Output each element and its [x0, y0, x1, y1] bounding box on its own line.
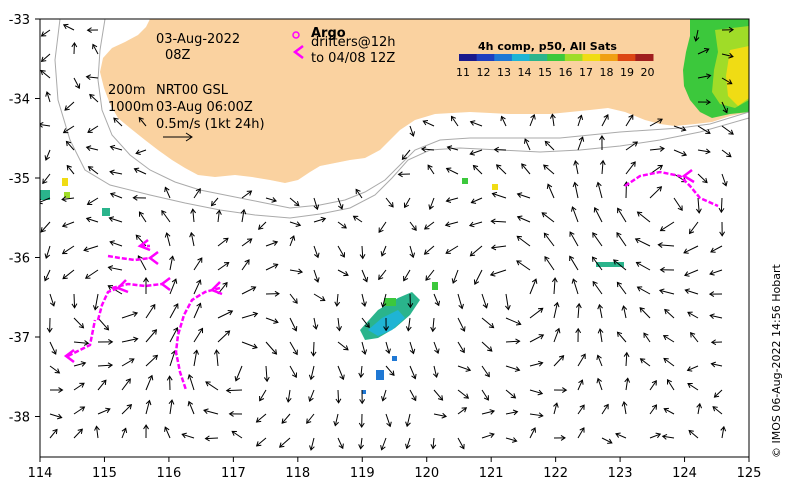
colorbar-title: 4h comp, p50, All Sats	[478, 40, 617, 53]
colorbar-swatch	[494, 54, 512, 61]
y-tick-label: -38	[9, 411, 30, 426]
colorbar-tick-label: 20	[641, 66, 655, 79]
colorbar-tick-label: 18	[600, 66, 614, 79]
colorbar-swatch	[618, 54, 636, 61]
colorbar-swatch	[530, 54, 548, 61]
nrt-time: 03-Aug 06:00Z	[156, 100, 253, 115]
x-tick-label: 120	[414, 466, 439, 481]
drifters-line1: drifters@12h	[311, 35, 396, 50]
x-tick-label: 119	[350, 466, 375, 481]
scale-label: 0.5m/s (1kt 24h)	[156, 117, 265, 132]
x-tick-label: 121	[479, 466, 504, 481]
x-tick-label: 114	[28, 466, 53, 481]
nrt-label: NRT00 GSL	[156, 83, 229, 98]
x-tick-label: 116	[156, 466, 181, 481]
x-tick-label: 118	[285, 466, 310, 481]
colorbar-swatch	[582, 54, 600, 61]
colorbar-tick-label: 16	[559, 66, 573, 79]
y-tick-label: -37	[9, 331, 30, 346]
x-tick-label: 117	[221, 466, 246, 481]
x-tick-label: 115	[92, 466, 117, 481]
colorbar-swatch	[477, 54, 495, 61]
colorbar-tick-label: 11	[456, 66, 470, 79]
x-tick-label: 123	[608, 466, 633, 481]
y-tick-label: -35	[9, 172, 30, 187]
colorbar-swatch	[547, 54, 565, 61]
y-tick-label: -34	[9, 93, 30, 108]
contour-label-1000: 1000m	[108, 100, 154, 115]
x-tick-label: 122	[543, 466, 568, 481]
date-line2: 08Z	[165, 48, 191, 63]
y-tick-label: -36	[9, 252, 30, 267]
colorbar-swatch	[459, 54, 477, 61]
y-axis: -33 -34 -35 -36 -37 -38	[9, 13, 40, 426]
colorbar-tick-label: 15	[538, 66, 552, 79]
colorbar-swatch	[600, 54, 618, 61]
x-tick-label: 124	[672, 466, 697, 481]
colorbar-swatch	[635, 54, 653, 61]
sst-patch-east-hot	[726, 46, 749, 106]
colorbar-tick-label: 19	[620, 66, 634, 79]
x-tick-label: 125	[737, 466, 762, 481]
drifters-line2: to 04/08 12Z	[311, 51, 395, 66]
colorbar-swatch	[512, 54, 530, 61]
contour-label-200: 200m	[108, 83, 145, 98]
colorbar-tick-label: 14	[518, 66, 532, 79]
y-tick-label: -33	[9, 13, 30, 28]
colorbar-tick-label: 13	[497, 66, 511, 79]
colorbar-tick-label: 17	[579, 66, 593, 79]
date-line1: 03-Aug-2022	[156, 32, 240, 47]
x-axis: 114 115 116 117 118 119 120 121 122 123 124 125	[28, 457, 762, 481]
credit-text: © IMOS 06-Aug-2022 14:56 Hobart	[770, 264, 783, 458]
colorbar-swatch	[565, 54, 583, 61]
colorbar-tick-label: 12	[477, 66, 491, 79]
